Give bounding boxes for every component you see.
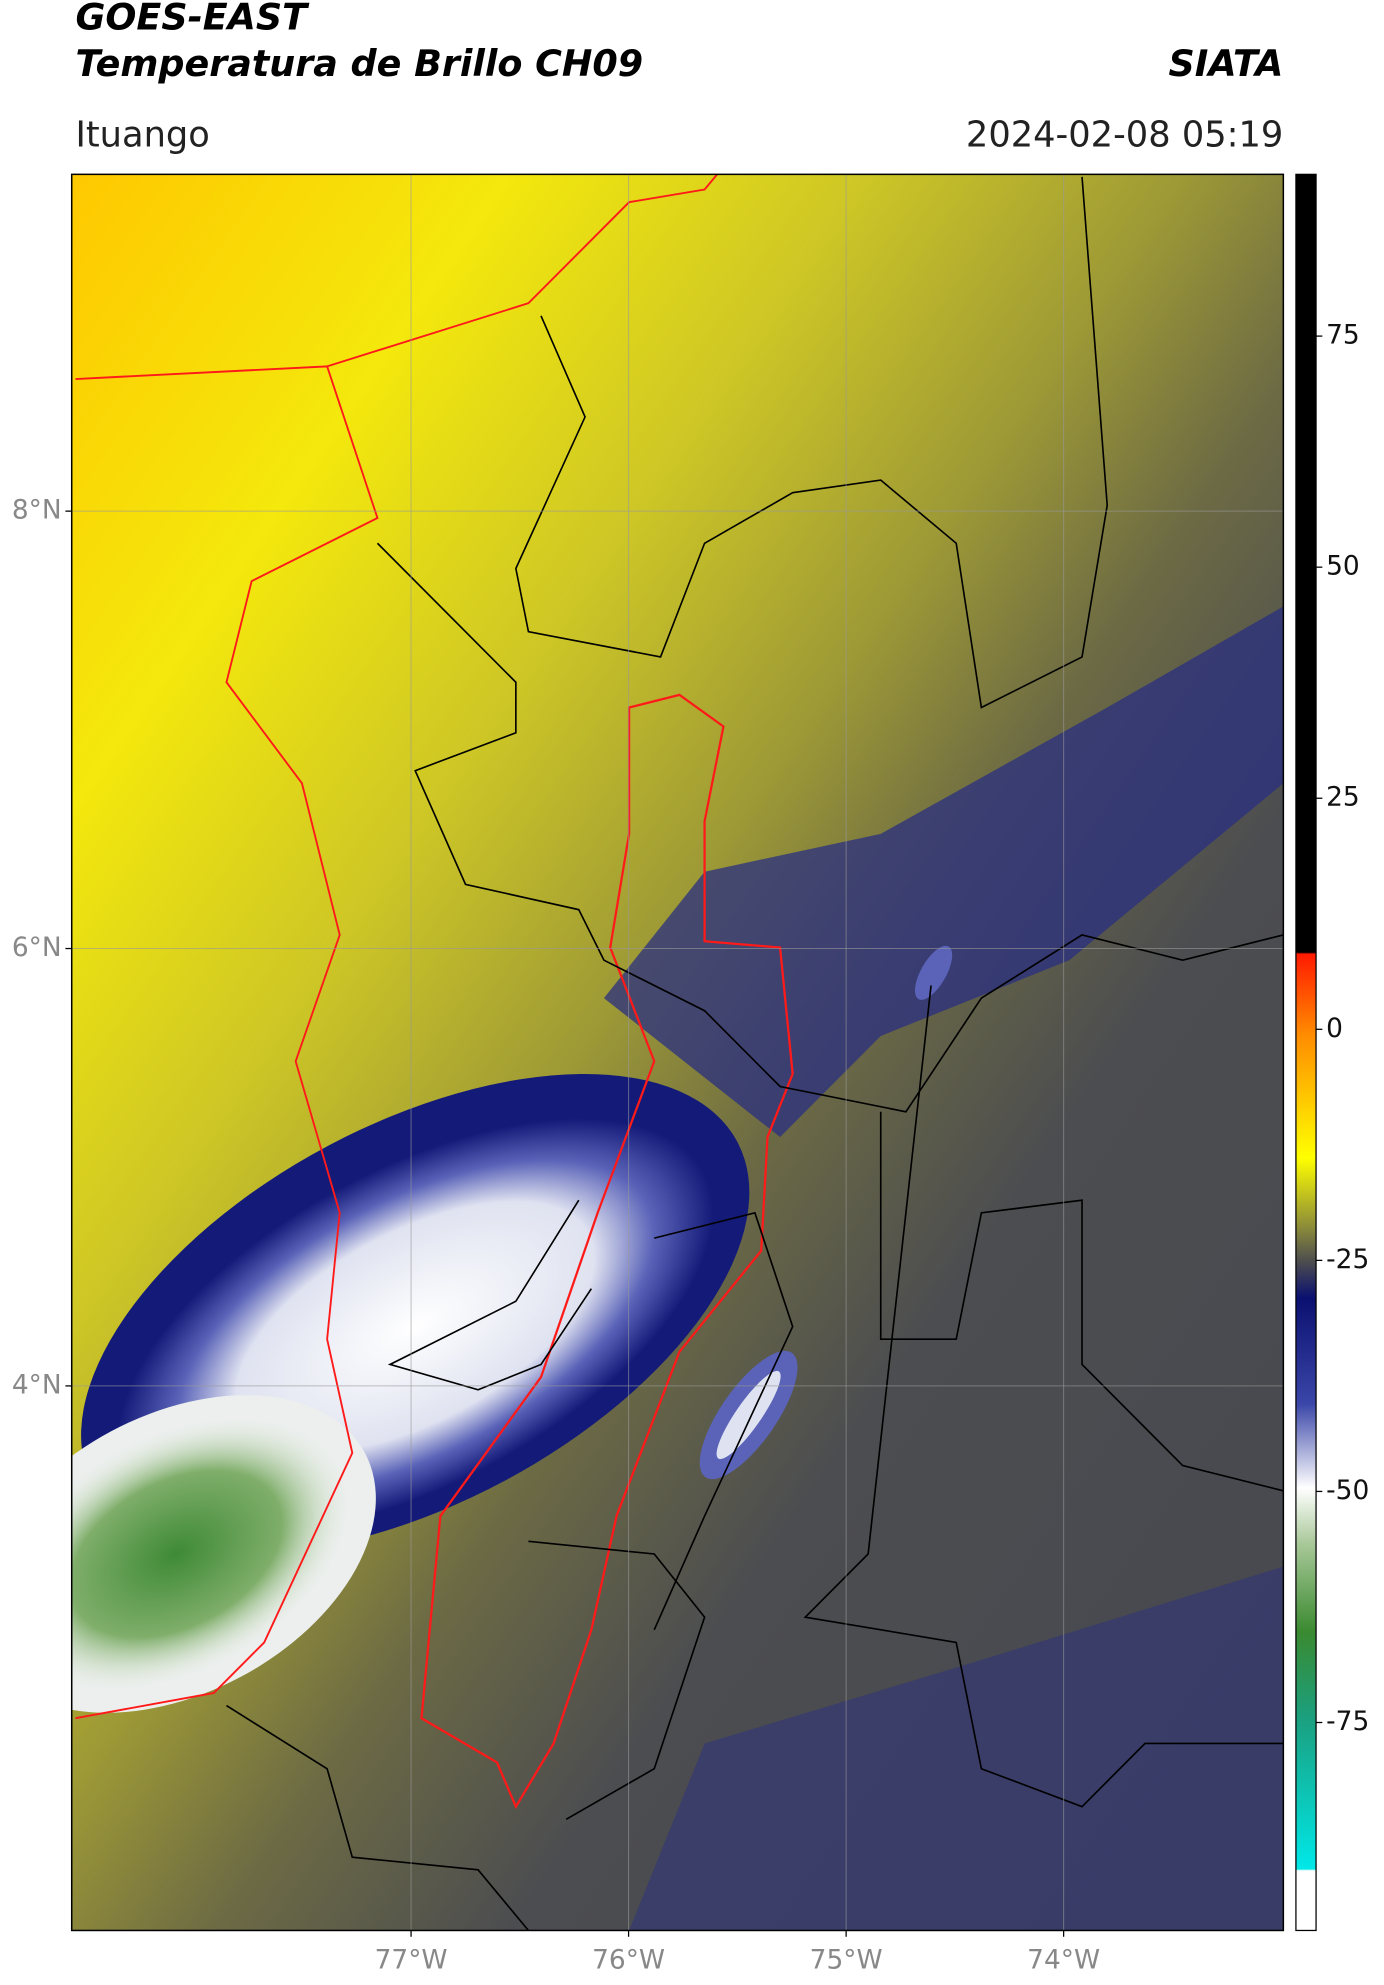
colorbar-tick-label: 75 [1326, 320, 1360, 351]
credit: SIATA [1168, 42, 1283, 85]
x-tick-label: 74°W [1027, 1944, 1100, 1975]
colorbar-tick-label: -75 [1326, 1706, 1369, 1737]
y-tick-label: 4°N [12, 1369, 62, 1400]
title: GOES-EAST [75, 0, 310, 38]
colorbar [1295, 173, 1317, 1932]
location: Ituango [75, 114, 209, 155]
colorbar-tick-label: -50 [1326, 1475, 1369, 1506]
colorbar-tick-label: 0 [1326, 1013, 1343, 1044]
graticule [71, 174, 1284, 1931]
imagery [71, 174, 1284, 1931]
x-tick-label: 75°W [810, 1944, 883, 1975]
y-tick-label: 8°N [12, 495, 62, 526]
x-tick-label: 77°W [375, 1944, 448, 1975]
x-tick-label: 76°W [592, 1944, 665, 1975]
datetime: 2024-02-08 05:19 [966, 114, 1283, 155]
map-frame [70, 173, 1285, 1932]
colorbar-tick-label: 50 [1326, 551, 1360, 582]
subtitle: Temperatura de Brillo CH09 [75, 42, 643, 85]
colorbar-tick-label: -25 [1326, 1244, 1369, 1275]
y-tick-label: 6°N [12, 932, 62, 963]
colorbar-tick-label: 25 [1326, 782, 1360, 813]
